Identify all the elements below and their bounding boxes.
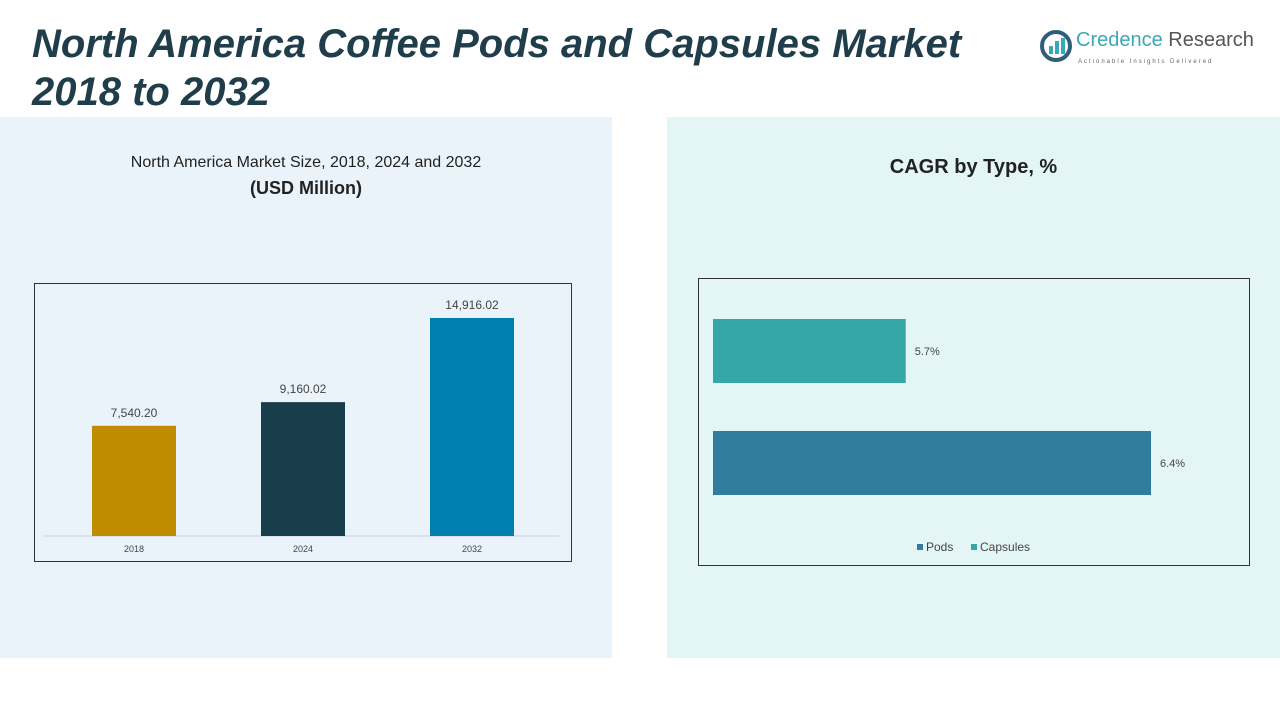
- market-chart-subtitle: (USD Million): [250, 178, 362, 198]
- cagr-panel: CAGR by Type, %: [667, 117, 1280, 658]
- bar-Pods: [713, 431, 1151, 495]
- market-chart-box: 7,540.20 2018 9,160.02 2024 14,916.02 2032: [34, 283, 572, 562]
- bar-Capsules: [713, 319, 906, 383]
- bar-2024: [261, 402, 345, 536]
- data-label-Capsules: 5.7%: [915, 346, 940, 358]
- page-title: North America Coffee Pods and Capsules M…: [32, 22, 962, 114]
- cagr-chart-box: 5.7% 6.4% Pods Capsules: [698, 278, 1250, 566]
- cagr-chart: 5.7% 6.4% Pods Capsules: [713, 319, 1185, 554]
- bar-2018: [92, 425, 176, 536]
- legend-item-capsules: Capsules: [980, 540, 1030, 554]
- logo-brand-2: Research: [1162, 29, 1254, 51]
- logo: Credence Research Actionable Insights De…: [1040, 28, 1270, 72]
- market-chart-title: North America Market Size, 2018, 2024 an…: [130, 154, 482, 171]
- data-label-2024: 9,160.02: [280, 382, 327, 396]
- bar-2032: [430, 318, 514, 536]
- legend-swatch-capsules: [971, 544, 977, 550]
- legend-item-pods: Pods: [926, 540, 953, 554]
- x-tick-2024: 2024: [293, 544, 313, 554]
- data-label-2018: 7,540.20: [111, 406, 158, 420]
- x-tick-2018: 2018: [124, 544, 144, 554]
- data-label-Pods: 6.4%: [1160, 458, 1185, 470]
- x-tick-2032: 2032: [462, 544, 482, 554]
- logo-icon: [1040, 30, 1072, 62]
- logo-tagline: Actionable Insights Delivered: [1078, 59, 1214, 65]
- market-size-chart: 7,540.20 2018 9,160.02 2024 14,916.02 2032: [43, 298, 559, 554]
- data-label-2032: 14,916.02: [445, 298, 499, 312]
- legend-swatch-pods: [917, 544, 923, 550]
- cagr-chart-title: CAGR by Type, %: [889, 156, 1058, 178]
- logo-brand: Credence: [1076, 29, 1163, 51]
